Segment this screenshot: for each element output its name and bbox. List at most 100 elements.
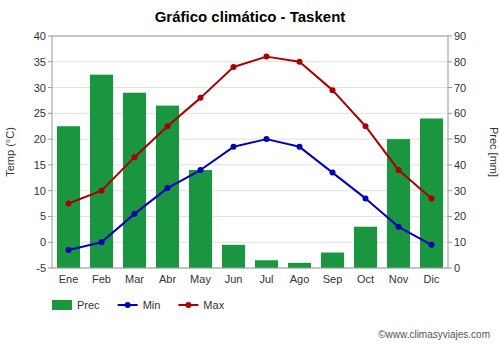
grid: [52, 36, 448, 268]
marker: [363, 195, 369, 201]
marker: [66, 247, 72, 253]
tick-label: Feb: [92, 273, 111, 285]
marker: [429, 195, 435, 201]
tick-label: 20: [34, 133, 46, 145]
tick-label: Mar: [125, 273, 144, 285]
tick-label: 10: [454, 236, 466, 248]
marker: [264, 54, 270, 60]
tick: [448, 268, 452, 269]
marker: [264, 136, 270, 142]
marker: [363, 123, 369, 129]
tick: [448, 139, 452, 140]
bar: [57, 126, 80, 268]
marker: [231, 64, 237, 70]
tick-label: 30: [34, 82, 46, 94]
legend-swatch: [185, 302, 191, 308]
bar: [90, 75, 113, 268]
marker: [396, 167, 402, 173]
tick-label: 15: [34, 159, 46, 171]
bar: [156, 106, 179, 268]
tick-label: 5: [40, 210, 46, 222]
axes: -5 0 5 10 15 20 25 30 35 40 0 10 20 30 40 50 60 70 80 90 Ene…: [34, 30, 467, 285]
tick-label: 0: [40, 236, 46, 248]
marker: [297, 59, 303, 65]
tick: [448, 113, 452, 114]
marker: [330, 170, 336, 176]
title: Gráfico climático - Taskent: [155, 8, 346, 25]
marker: [132, 211, 138, 217]
plot-area: [57, 54, 443, 268]
legend-label: Min: [143, 299, 161, 311]
tick-label: Jul: [259, 273, 273, 285]
tick-label: 40: [454, 159, 466, 171]
marker: [198, 167, 204, 173]
marker: [66, 201, 72, 207]
legend: PrecMinMax: [52, 299, 225, 311]
bar: [420, 118, 443, 268]
tick: [48, 61, 52, 62]
tick: [448, 242, 452, 243]
marker: [396, 224, 402, 230]
tick: [48, 36, 52, 37]
axis-label: Temp (°C): [4, 127, 16, 177]
tick-label: Abr: [159, 273, 176, 285]
tick: [448, 61, 452, 62]
tick-label: 50: [454, 133, 466, 145]
tick-label: 60: [454, 107, 466, 119]
marker: [330, 87, 336, 93]
marker: [99, 239, 105, 245]
tick-label: -5: [36, 262, 46, 274]
tick: [48, 139, 52, 140]
tick: [448, 164, 452, 165]
tick-label: 10: [34, 185, 46, 197]
tick: [448, 36, 452, 37]
marker: [165, 123, 171, 129]
tick-label: 70: [454, 82, 466, 94]
legend-swatch: [125, 302, 131, 308]
plot-frame: [52, 36, 448, 268]
tick-label: May: [190, 273, 211, 285]
marker: [132, 154, 138, 160]
tick-label: 25: [34, 107, 46, 119]
tick-label: Ago: [290, 273, 310, 285]
bar: [189, 170, 212, 268]
bar: [255, 260, 278, 268]
tick: [448, 190, 452, 191]
tick-label: 30: [454, 185, 466, 197]
tick: [48, 87, 52, 88]
tick: [48, 164, 52, 165]
bar: [321, 253, 344, 268]
bar: [354, 227, 377, 268]
tick-label: Dic: [424, 273, 440, 285]
tick-label: 20: [454, 210, 466, 222]
tick-label: 0: [454, 262, 460, 274]
chart: -5 0 5 10 15 20 25 30 35 40 0 10 20 30 40 50 60 70 80 90 Ene…: [0, 0, 500, 350]
tick-label: Jun: [225, 273, 243, 285]
tick-label: 90: [454, 30, 466, 42]
annotation: ©www.climasyviajes.com: [378, 329, 490, 340]
tick: [48, 113, 52, 114]
tick: [48, 242, 52, 243]
tick-label: Oct: [357, 273, 374, 285]
tick-label: 80: [454, 56, 466, 68]
legend-label: Max: [203, 299, 224, 311]
tick-label: Ene: [59, 273, 79, 285]
bar: [123, 93, 146, 268]
bar: [222, 245, 245, 268]
marker: [198, 95, 204, 101]
marker: [429, 242, 435, 248]
tick-label: Nov: [389, 273, 409, 285]
legend-swatch: [52, 300, 72, 310]
axis-label: Prec [mm]: [488, 127, 500, 177]
marker: [297, 144, 303, 150]
tick-label: 40: [34, 30, 46, 42]
tick: [48, 216, 52, 217]
line: [69, 139, 432, 250]
tick: [448, 87, 452, 88]
marker: [231, 144, 237, 150]
bar: [288, 263, 311, 268]
tick: [48, 190, 52, 191]
marker: [165, 185, 171, 191]
tick-label: 35: [34, 56, 46, 68]
line: [69, 57, 432, 204]
